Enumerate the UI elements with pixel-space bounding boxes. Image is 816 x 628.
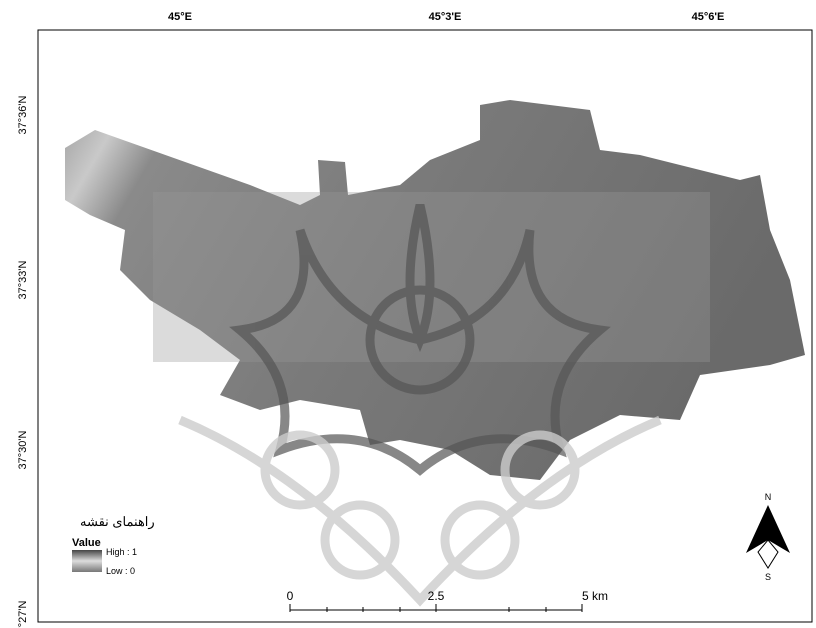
legend-heading: Value xyxy=(72,537,101,549)
scale-bar xyxy=(289,604,583,612)
latitude-label: 37°27'N xyxy=(17,600,29,628)
longitude-label: 45°6'E xyxy=(692,11,725,23)
top-labels: 45°E 45°3'E 45°6'E xyxy=(168,11,724,23)
legend-low: Low : 0 xyxy=(106,566,135,576)
legend-ramp xyxy=(72,550,102,572)
legend: راهنمای نقشه Value High : 1 Low : 0 xyxy=(72,514,155,576)
watermark-lower xyxy=(178,415,662,607)
latitude-label: 37°33'N xyxy=(17,260,29,299)
scale-label: 0 xyxy=(287,589,294,603)
left-labels: 37°36'N 37°33'N 37°30'N 37°27'N xyxy=(17,95,29,628)
legend-title: راهنمای نقشه xyxy=(80,514,155,530)
legend-high: High : 1 xyxy=(106,547,137,557)
latitude-label: 37°36'N xyxy=(17,95,29,134)
watermark xyxy=(229,203,611,476)
scale-label: 2.5 xyxy=(428,589,445,603)
north-arrow: N S xyxy=(746,492,790,582)
latitude-label: 37°30'N xyxy=(17,430,29,469)
longitude-label: 45°E xyxy=(168,11,192,23)
scale-label: 5 km xyxy=(582,589,608,603)
south-label: S xyxy=(765,572,771,582)
longitude-label: 45°3'E xyxy=(429,11,462,23)
north-label: N xyxy=(765,492,772,502)
